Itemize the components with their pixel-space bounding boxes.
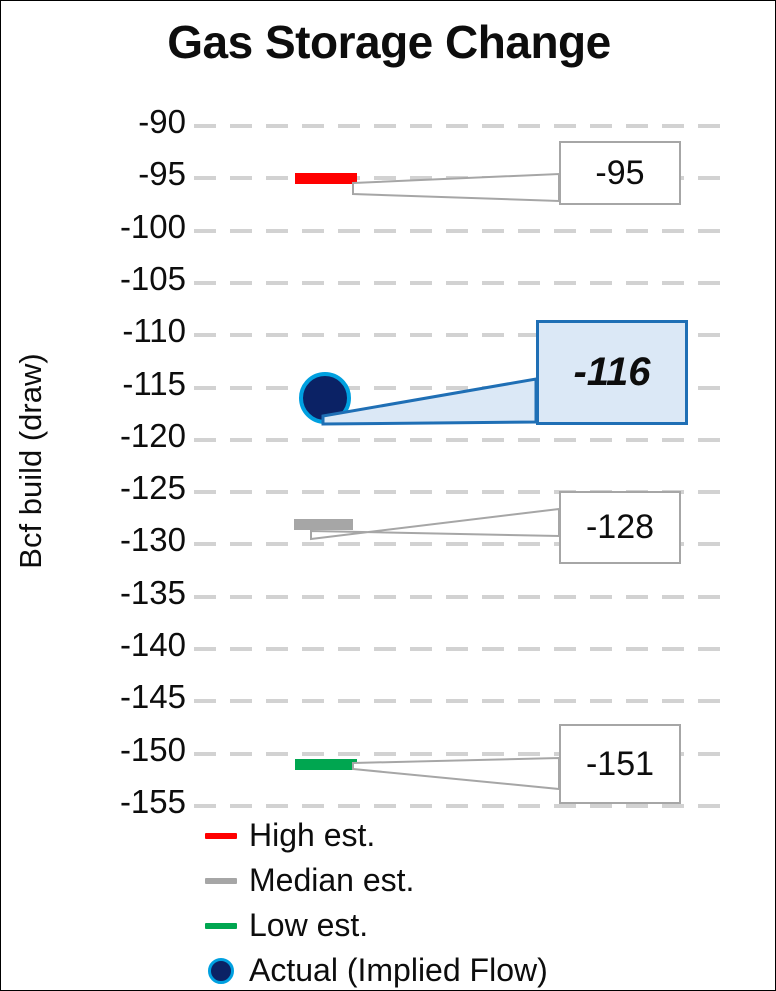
data-label-callout: -95 [559, 141, 681, 205]
circle-swatch-icon [199, 957, 243, 984]
y-axis-tick-label: -150 [119, 730, 186, 768]
gridline [194, 280, 724, 285]
y-axis-tick-label: -100 [119, 207, 186, 245]
gridline [194, 437, 724, 442]
marker-low-est [295, 759, 357, 771]
marker-median-est [294, 518, 353, 530]
y-axis-tick-label: -120 [119, 416, 186, 454]
y-axis-tick-label: -125 [119, 469, 186, 507]
gridline [194, 228, 724, 233]
gridline [194, 699, 724, 704]
legend-item-label: Actual (Implied Flow) [249, 952, 548, 988]
legend-item[interactable]: Low est. [199, 903, 759, 948]
gridline [194, 751, 724, 756]
y-axis-tick-label: -95 [138, 155, 186, 193]
legend-item[interactable]: Median est. [199, 858, 759, 903]
y-axis-tick-label: -90 [138, 103, 186, 140]
page-title: Gas Storage Change [167, 16, 611, 68]
y-axis-tick-label: -145 [119, 678, 186, 716]
data-label-callout: -128 [559, 491, 681, 564]
gridline [194, 594, 724, 599]
gridline [194, 490, 724, 495]
y-axis-tick-label: -135 [119, 573, 186, 611]
marker-high-est [295, 173, 357, 185]
y-axis-tick-label: -140 [119, 626, 186, 664]
legend-item-label: Median est. [249, 862, 415, 898]
legend-item-label: Low est. [249, 907, 369, 943]
data-label-callout: -116 [536, 320, 688, 425]
gridline [194, 804, 724, 808]
line-swatch-icon [199, 922, 243, 929]
legend-item-label: High est. [249, 817, 376, 853]
y-axis-tick-label: -155 [119, 783, 186, 820]
chart-legend: High est. Median est. Low est. Actual (Impl… [199, 813, 759, 990]
data-label-callout: -151 [559, 724, 681, 804]
gridline [194, 124, 724, 128]
y-axis-tick-label: -110 [122, 312, 186, 350]
line-swatch-icon [199, 832, 243, 839]
gridline [194, 542, 724, 547]
y-axis-tick-label: -115 [122, 364, 186, 402]
gridline [194, 647, 724, 652]
plot-area [194, 119, 724, 813]
gridline [194, 333, 724, 338]
legend-item[interactable]: Actual (Implied Flow) [199, 948, 759, 990]
legend-item[interactable]: High est. [199, 813, 759, 858]
line-swatch-icon [199, 877, 243, 884]
y-axis-tick-label: -130 [119, 521, 186, 559]
marker-actual-implied-flow [299, 372, 351, 424]
y-axis-tick-label: -105 [119, 259, 186, 297]
